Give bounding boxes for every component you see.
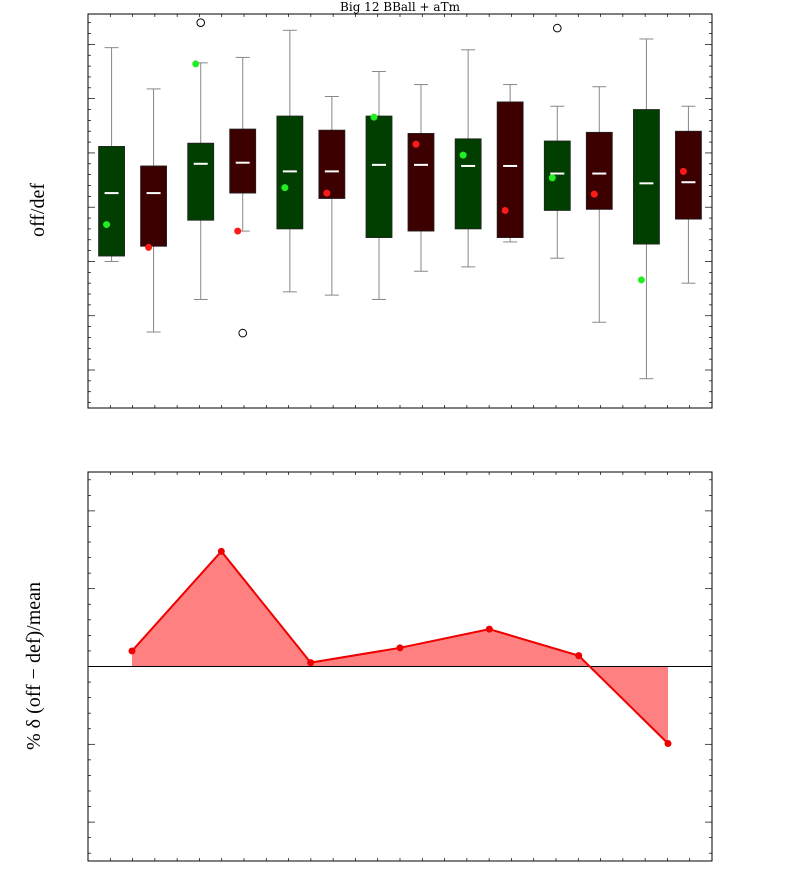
box-plot-frame bbox=[87, 13, 713, 409]
data-point bbox=[459, 151, 467, 159]
box-y-axis-label: off/def bbox=[27, 183, 49, 237]
box bbox=[407, 132, 435, 232]
area-plot-content bbox=[88, 547, 712, 748]
box bbox=[365, 115, 393, 238]
outlier-point bbox=[552, 23, 562, 33]
outlier-point bbox=[196, 18, 206, 27]
data-point bbox=[396, 644, 404, 652]
box bbox=[633, 109, 660, 245]
data-point bbox=[590, 190, 598, 198]
box-plot-content bbox=[98, 18, 702, 380]
data-point bbox=[575, 652, 583, 660]
box bbox=[140, 165, 167, 247]
box bbox=[675, 130, 702, 220]
box bbox=[318, 129, 346, 199]
box-plot-border bbox=[87, 13, 713, 409]
data-point bbox=[679, 167, 687, 175]
data-point bbox=[103, 221, 111, 229]
box-chart-title: Big 12 BBall + aTm bbox=[340, 0, 460, 14]
area-plot-border bbox=[87, 471, 713, 862]
data-point bbox=[664, 740, 672, 748]
data-point bbox=[217, 547, 225, 555]
data-point bbox=[281, 184, 289, 192]
box bbox=[229, 128, 257, 194]
data-point bbox=[145, 243, 153, 251]
data-point bbox=[128, 647, 136, 655]
series-line bbox=[131, 549, 669, 745]
box bbox=[543, 140, 571, 211]
data-point bbox=[370, 113, 378, 121]
data-point bbox=[501, 206, 509, 214]
data-point bbox=[192, 60, 200, 68]
data-point bbox=[548, 174, 556, 182]
data-point bbox=[485, 625, 493, 633]
box bbox=[585, 131, 613, 210]
box bbox=[496, 101, 524, 238]
data-point bbox=[307, 659, 315, 667]
area-y-axis-label: % δ (off − def)/mean bbox=[23, 582, 45, 750]
data-point bbox=[412, 140, 420, 148]
box bbox=[454, 138, 482, 230]
box-plot: off/def bbox=[27, 13, 713, 409]
data-point bbox=[637, 276, 645, 284]
box bbox=[187, 142, 215, 221]
data-point bbox=[234, 227, 242, 235]
box bbox=[98, 146, 125, 257]
area-plot-frame bbox=[87, 471, 713, 862]
box bbox=[276, 115, 304, 230]
area-fill bbox=[132, 551, 668, 744]
data-point bbox=[323, 189, 331, 197]
outlier-point bbox=[238, 328, 248, 338]
